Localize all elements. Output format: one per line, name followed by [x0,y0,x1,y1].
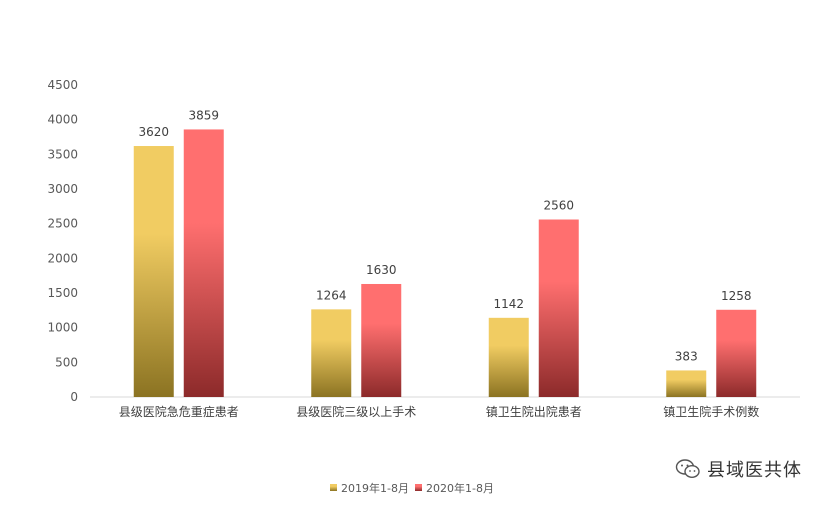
y-tick-label: 4500 [47,78,78,92]
category-label: 县级医院急危重症患者 [119,404,239,419]
legend-label: 2020年1-8月 [426,481,494,495]
data-label: 3859 [188,108,219,122]
bar [183,129,224,397]
bar [488,317,529,397]
bar [133,146,174,397]
y-tick-label: 1000 [47,321,78,335]
y-tick-label: 2500 [47,217,78,231]
legend-label: 2019年1-8月 [341,481,409,495]
x-axis: 县级医院急危重症患者 县级医院三级以上手术 镇卫生院出院患者 镇卫生院手术例数 [90,396,800,419]
y-axis: 0 500 1000 1500 2000 2500 3000 3500 4000 4500 [47,78,78,404]
data-label: 3620 [138,125,169,139]
data-label: 383 [675,349,698,363]
category-label: 县级医院三级以上手术 [296,405,416,419]
data-labels: 3620 3859 1264 1630 1142 2560 383 1258 [138,108,751,363]
y-tick-label: 0 [70,390,78,404]
bar [538,219,579,397]
category-label: 镇卫生院出院患者 [486,405,582,419]
data-label: 1630 [366,263,397,277]
y-tick-label: 4000 [47,113,78,127]
watermark: 县域医共体 [675,456,802,482]
data-label: 2560 [543,199,574,213]
bar [361,283,402,397]
y-tick-label: 3500 [47,147,78,161]
category-label: 镇卫生院手术例数 [663,404,759,419]
legend-swatch [330,484,337,491]
y-tick-label: 1500 [47,286,78,300]
watermark-text: 县域医共体 [707,460,802,481]
bar [311,309,352,397]
y-tick-label: 3000 [47,182,78,196]
data-label: 1264 [316,288,347,302]
wechat-icon [675,459,700,479]
legend-swatch [415,484,422,491]
y-tick-label: 500 [55,355,78,369]
bars [133,129,757,397]
bar [716,309,757,397]
data-label: 1258 [721,289,752,303]
data-label: 1142 [493,297,524,311]
y-tick-label: 2000 [47,251,78,265]
legend: 2019年1-8月 2020年1-8月 [330,481,494,495]
bar [666,370,707,397]
